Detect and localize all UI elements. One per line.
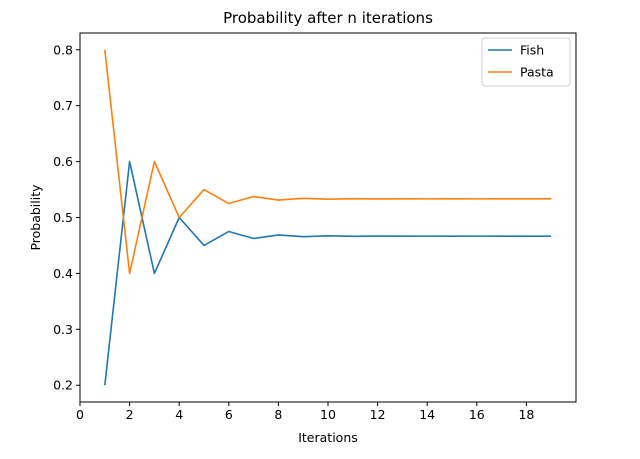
- x-axis-label: Iterations: [298, 430, 358, 445]
- x-tick-label: 16: [469, 407, 485, 422]
- legend-label-fish: Fish: [520, 43, 544, 58]
- legend: Fish Pasta: [481, 37, 571, 87]
- series-line-pasta: [104, 49, 552, 275]
- y-axis-ticks: 0.2 0.3 0.4 0.5 0.6 0.7 0.8: [53, 42, 80, 393]
- x-tick-label: 14: [419, 407, 435, 422]
- legend-label-pasta: Pasta: [520, 65, 554, 80]
- series-layer: [104, 49, 552, 386]
- x-axis-ticks: 0 2 4 6 8 10 12 14 16 18: [76, 402, 534, 422]
- y-tick-label: 0.4: [53, 266, 73, 281]
- x-tick-label: 6: [225, 407, 233, 422]
- x-tick-label: 4: [175, 407, 183, 422]
- y-tick-label: 0.3: [53, 322, 73, 337]
- x-tick-label: 2: [126, 407, 134, 422]
- y-tick-label: 0.8: [53, 42, 73, 57]
- series-line-fish: [104, 160, 552, 386]
- plot-frame: [79, 32, 577, 403]
- y-tick-label: 0.6: [53, 154, 73, 169]
- x-tick-label: 0: [76, 407, 84, 422]
- x-tick-label: 10: [320, 407, 336, 422]
- y-tick-label: 0.2: [53, 378, 73, 393]
- x-tick-label: 18: [518, 407, 534, 422]
- y-axis-label: Probability: [28, 184, 43, 251]
- x-tick-label: 8: [274, 407, 282, 422]
- chart-title: Probability after n iterations: [223, 9, 433, 27]
- y-tick-label: 0.7: [53, 98, 73, 113]
- x-tick-label: 12: [370, 407, 386, 422]
- y-tick-label: 0.5: [53, 210, 73, 225]
